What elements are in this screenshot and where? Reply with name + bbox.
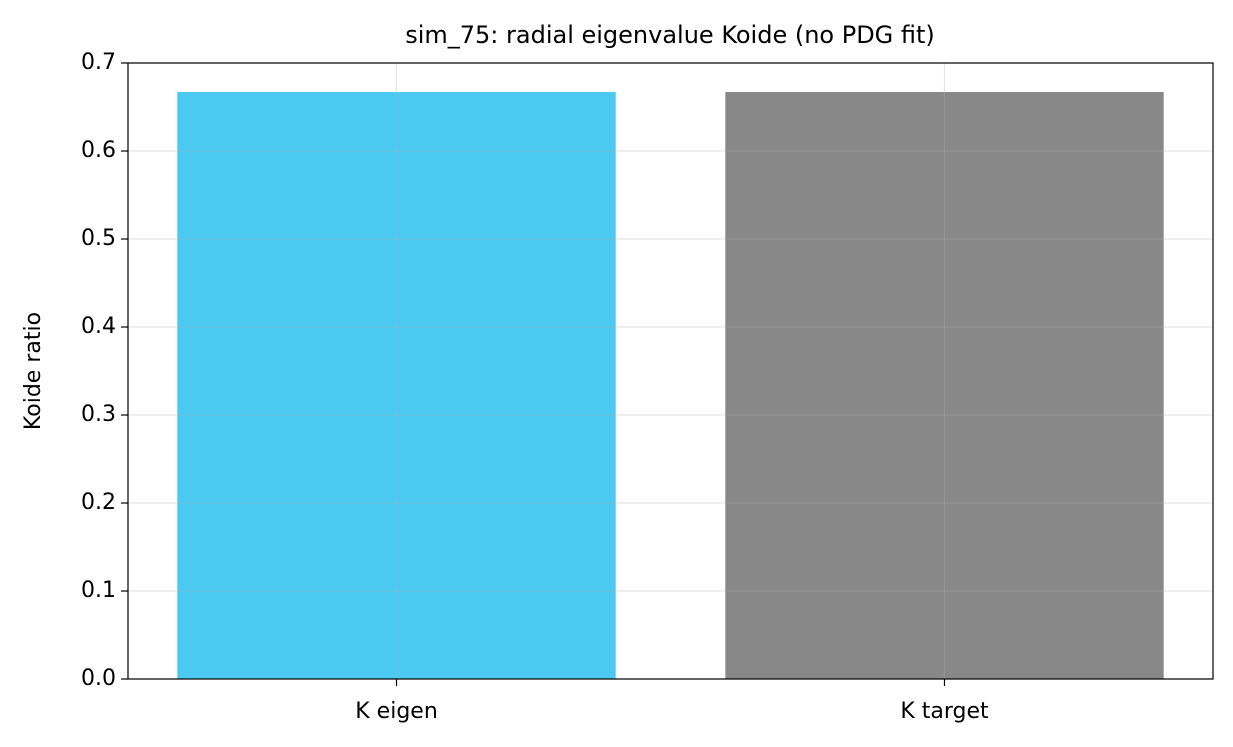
y-tick-label: 0.6: [81, 138, 116, 163]
y-tick-label: 0.1: [81, 578, 116, 603]
y-tick-label: 0.4: [81, 314, 116, 339]
x-tick-label: K eigen: [355, 699, 438, 724]
y-tick-label: 0.3: [81, 402, 116, 427]
plot-frame: [127, 62, 1214, 680]
y-tick-label: 0.2: [81, 490, 116, 515]
y-tick-label: 0.5: [81, 226, 116, 251]
chart-title: sim_75: radial eigenvalue Koide (no PDG …: [405, 21, 935, 49]
y-tick-label: 0.0: [81, 666, 116, 691]
y-tick-label: 0.7: [81, 50, 116, 75]
bar: [177, 92, 616, 680]
x-tick-label: K target: [900, 699, 989, 724]
y-axis-label: Koide ratio: [21, 312, 46, 430]
bar: [725, 92, 1164, 680]
